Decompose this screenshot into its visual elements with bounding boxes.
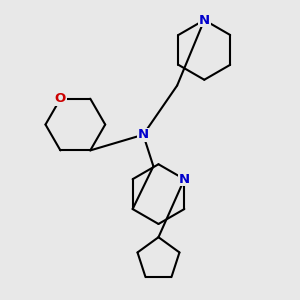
Text: N: N — [199, 14, 210, 26]
Text: N: N — [138, 128, 149, 141]
Text: N: N — [179, 173, 190, 186]
Text: O: O — [55, 92, 66, 105]
